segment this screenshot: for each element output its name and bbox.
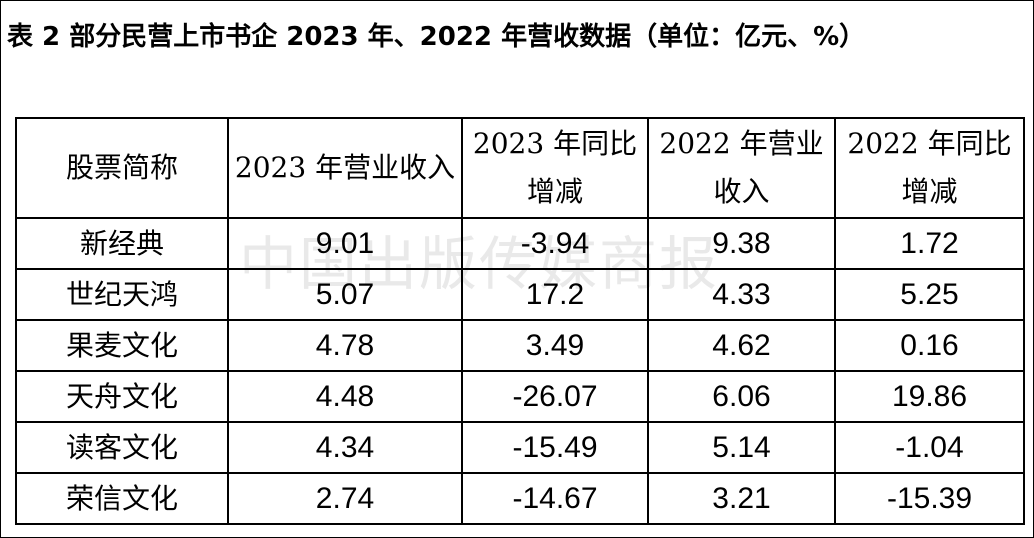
table-row: 新经典 9.01 -3.94 9.38 1.72 [15,217,1025,270]
stock-name-cell: 荣信文化 [15,472,229,525]
revenue-2023-cell: 2.74 [227,472,463,525]
yoy-2022-cell: 5.25 [834,268,1025,321]
header-row: 股票简称 2023 年营业收入 2023 年同比增减 2022 年营业收入 20… [15,117,1025,219]
header-2023-yoy: 2023 年同比增减 [461,117,649,219]
yoy-2023-cell: 3.49 [461,319,649,372]
yoy-2023-cell: -15.49 [461,421,649,474]
header-2022-yoy: 2022 年同比增减 [834,117,1025,219]
revenue-2023-cell: 4.34 [227,421,463,474]
revenue-2023-cell: 5.07 [227,268,463,321]
table-row: 荣信文化 2.74 -14.67 3.21 -15.39 [15,472,1025,525]
yoy-2023-cell: 17.2 [461,268,649,321]
yoy-2022-cell: 0.16 [834,319,1025,372]
table-row: 读客文化 4.34 -15.49 5.14 -1.04 [15,421,1025,474]
stock-name-cell: 天舟文化 [15,370,229,423]
stock-name-cell: 读客文化 [15,421,229,474]
table-row: 世纪天鸿 5.07 17.2 4.33 5.25 [15,268,1025,321]
yoy-2023-cell: -26.07 [461,370,649,423]
header-2022-revenue: 2022 年营业收入 [647,117,836,219]
yoy-2023-cell: -3.94 [461,217,649,270]
revenue-2023-cell: 4.48 [227,370,463,423]
yoy-2022-cell: 19.86 [834,370,1025,423]
table-caption: 表 2 部分民营上市书企 2023 年、2022 年营收数据（单位：亿元、%） [7,22,866,52]
yoy-2022-cell: -1.04 [834,421,1025,474]
yoy-2022-cell: -15.39 [834,472,1025,525]
revenue-2022-cell: 4.62 [647,319,836,372]
revenue-2023-cell: 9.01 [227,217,463,270]
table-row: 天舟文化 4.48 -26.07 6.06 19.86 [15,370,1025,423]
revenue-table: 股票简称 2023 年营业收入 2023 年同比增减 2022 年营业收入 20… [15,117,1025,525]
yoy-2022-cell: 1.72 [834,217,1025,270]
stock-name-cell: 新经典 [15,217,229,270]
revenue-2022-cell: 3.21 [647,472,836,525]
stock-name-cell: 果麦文化 [15,319,229,372]
stock-name-cell: 世纪天鸿 [15,268,229,321]
revenue-2022-cell: 4.33 [647,268,836,321]
revenue-2022-cell: 5.14 [647,421,836,474]
table-row: 果麦文化 4.78 3.49 4.62 0.16 [15,319,1025,372]
revenue-2023-cell: 4.78 [227,319,463,372]
header-stock-name: 股票简称 [15,117,229,219]
header-2023-revenue: 2023 年营业收入 [227,117,463,219]
yoy-2023-cell: -14.67 [461,472,649,525]
revenue-2022-cell: 6.06 [647,370,836,423]
revenue-2022-cell: 9.38 [647,217,836,270]
